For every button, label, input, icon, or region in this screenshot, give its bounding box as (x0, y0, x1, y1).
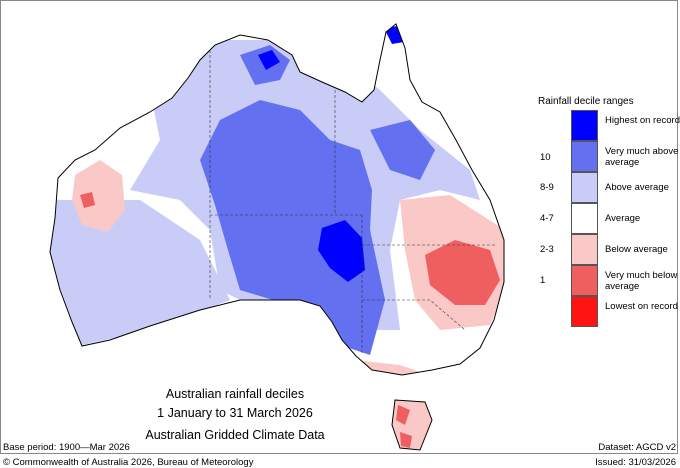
region-very-much-above-average-qld (370, 120, 435, 180)
map-title: Australian rainfall deciles (165, 387, 305, 401)
legend-decile: 8-9 (540, 182, 554, 193)
legend-decile: 2-3 (540, 244, 554, 255)
legend-swatch-lowest (571, 296, 598, 327)
region-below-average-vic (355, 360, 420, 375)
legend-label: Very much above average (605, 146, 679, 168)
legend-title: Rainfall decile ranges (538, 96, 634, 107)
copyright: © Commonwealth of Australia 2026, Bureau… (3, 457, 254, 468)
region-very-much-below-average-tas-south (400, 432, 412, 448)
legend-swatch-highest (571, 110, 598, 141)
map-subtitle: 1 January to 31 March 2026 (157, 406, 313, 420)
region-highest-on-record-kimberley (258, 50, 280, 70)
region-very-much-below-average-nsw (425, 240, 500, 305)
region-very-much-below-average-tas (396, 405, 410, 425)
legend-label: Above average (605, 182, 669, 193)
region-very-much-below-average-wa (80, 192, 95, 208)
map-source: Australian Gridded Climate Data (145, 428, 325, 442)
legend-decile: 1 (540, 275, 546, 286)
region-above-average-sw (50, 200, 230, 350)
map-frame (0, 0, 678, 454)
legend-label: Average (605, 213, 641, 224)
base-period: Base period: 1900—Mar 2026 (3, 442, 130, 453)
state-borders (209, 50, 495, 355)
legend-swatch-very-much-below (571, 265, 598, 296)
legend-label: Highest on record (605, 115, 680, 126)
legend-swatch-above (571, 172, 598, 203)
region-below-average-wa (72, 160, 125, 232)
region-very-much-above-average-central (200, 100, 385, 355)
legend-swatch-average (571, 203, 598, 234)
legend-swatch-below (571, 234, 598, 265)
dataset: Dataset: AGCD v2 (598, 442, 676, 453)
legend-label: Very much below average (605, 270, 678, 292)
legend-label: Below average (605, 244, 668, 255)
legend-decile: 4-7 (540, 213, 554, 224)
issued-date: Issued: 31/03/2026 (595, 457, 676, 468)
legend-label: Lowest on record (605, 301, 678, 312)
legend-decile: 10 (540, 152, 551, 163)
legend-swatch-very-much-above (571, 141, 598, 172)
region-highest-on-record-central (318, 220, 365, 282)
